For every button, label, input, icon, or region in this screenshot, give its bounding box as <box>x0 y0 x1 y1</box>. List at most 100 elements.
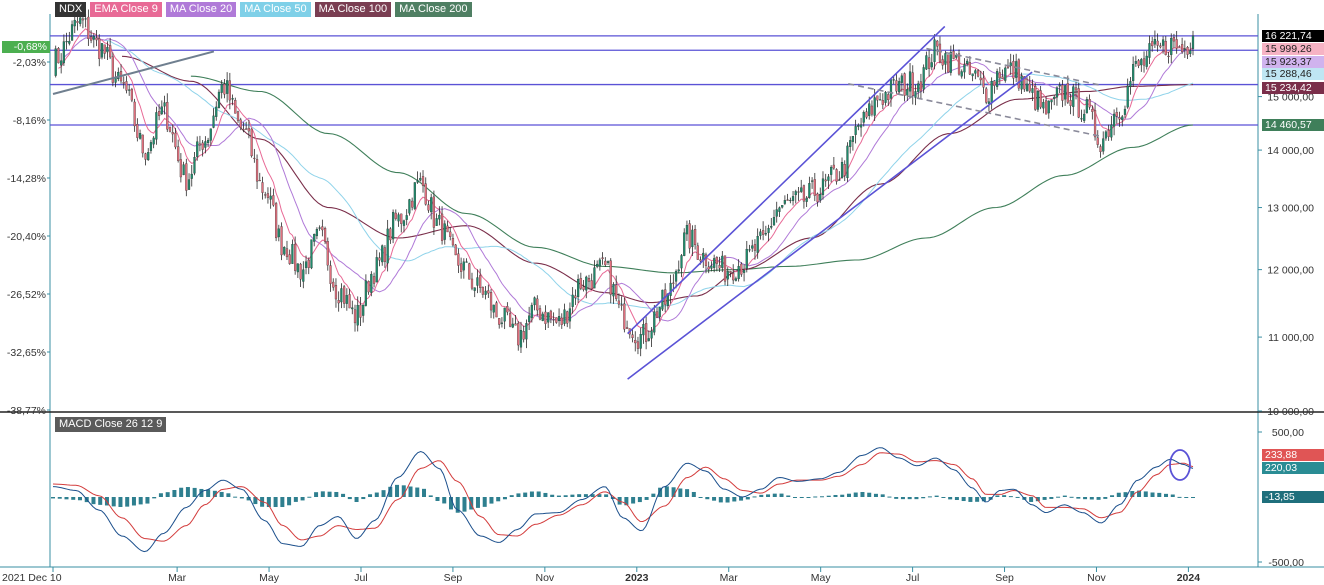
macd-histogram-bar <box>981 497 986 502</box>
candle-body <box>430 197 433 213</box>
candle-body <box>843 164 846 176</box>
macd-histogram-bar <box>691 491 696 497</box>
candle-body <box>345 295 348 304</box>
x-tick-label: Sep <box>995 572 1014 584</box>
candle-body <box>367 281 370 293</box>
candle-body <box>1148 43 1151 58</box>
candle-body <box>775 209 778 217</box>
candle-body <box>323 228 327 242</box>
macd-histogram-bar <box>192 487 197 497</box>
legend-ndx[interactable]: NDX <box>55 2 87 17</box>
legend-ma200[interactable]: MA Close 200 <box>395 2 472 17</box>
candle-body <box>468 263 471 280</box>
candle-body <box>1061 84 1064 101</box>
left-tick-label: -2,03% <box>13 57 46 69</box>
candle-body <box>672 282 675 284</box>
macd-histogram-bar <box>138 497 143 505</box>
candle-body <box>337 300 340 304</box>
candle-body <box>1159 45 1162 48</box>
price-tag: 15 923,37 <box>1262 55 1324 68</box>
candle-body <box>710 265 713 269</box>
legend-ma20[interactable]: MA Close 20 <box>165 2 237 17</box>
candle-body <box>645 323 648 342</box>
candle-body <box>206 139 210 144</box>
price-tag: 16 221,74 <box>1262 29 1324 42</box>
ma50-line <box>79 37 1194 309</box>
candle-body <box>182 164 185 176</box>
candle-body <box>604 260 607 266</box>
candle-body <box>1099 146 1102 153</box>
candle-body <box>1069 100 1072 106</box>
candle-body <box>971 73 974 77</box>
macd-histogram-bar <box>995 495 1000 497</box>
macd-histogram-bar <box>266 497 271 508</box>
candle-body <box>332 281 335 288</box>
macd-histogram-bar <box>954 497 959 501</box>
candle-body <box>1080 118 1083 120</box>
macd-histogram-bar <box>1123 492 1128 497</box>
macd-histogram-bar <box>1042 497 1047 500</box>
candle-body <box>726 271 729 280</box>
macd-histogram-bar <box>253 497 258 505</box>
candle-body <box>201 142 204 150</box>
candle-body <box>1064 85 1067 100</box>
macd-histogram-bar <box>125 497 130 507</box>
candle-body <box>563 309 566 324</box>
candle-body <box>514 323 517 326</box>
macd-legend[interactable]: MACD Close 26 12 9 <box>55 417 167 432</box>
macd-histogram-bar <box>651 493 656 497</box>
legend-ma100[interactable]: MA Close 100 <box>314 2 392 17</box>
candle-body <box>715 257 718 264</box>
macd-histogram-bar <box>1049 497 1054 499</box>
candle-body <box>457 253 460 266</box>
candle-body <box>898 81 901 93</box>
candle-body <box>786 199 789 201</box>
candle-body <box>846 145 849 179</box>
candle-body <box>500 322 504 324</box>
macd-histogram-bar <box>77 497 82 501</box>
candle-body <box>810 180 814 182</box>
legend-ma50[interactable]: MA Close 50 <box>240 2 311 17</box>
candle-body <box>381 245 384 263</box>
macd-histogram-bar <box>1103 497 1108 499</box>
candle-body <box>223 83 226 95</box>
candle-body <box>343 286 346 304</box>
candle-body <box>364 280 367 306</box>
legend-ema9[interactable]: EMA Close 9 <box>90 2 162 17</box>
right-tick-label: 12 000,00 <box>1267 265 1314 277</box>
candle-body <box>193 157 196 174</box>
percent-change-tag: -0,68% <box>2 41 50 53</box>
candle-body <box>489 292 493 311</box>
candle-body <box>1110 124 1113 138</box>
macd-histogram-bar <box>455 497 460 513</box>
candle-body <box>1132 64 1135 82</box>
macd-histogram-bar <box>442 497 447 504</box>
macd-histogram-bar <box>819 496 824 498</box>
macd-histogram-bar <box>793 497 798 498</box>
candle-body <box>1115 112 1118 117</box>
macd-histogram-bar <box>219 491 224 497</box>
candle-body <box>1161 39 1165 46</box>
candle-body <box>1009 62 1012 67</box>
candle-body <box>261 182 264 193</box>
macd-tick-label: 500,00 <box>1272 427 1304 439</box>
x-tick-label: Nov <box>536 572 555 584</box>
candle-body <box>288 254 291 264</box>
candle-body <box>487 290 490 294</box>
candle-body <box>625 327 629 329</box>
macd-histogram-bar <box>1164 493 1169 497</box>
candle-body <box>582 286 585 290</box>
macd-signal-line <box>52 452 1194 542</box>
macd-histogram-bar <box>894 497 899 499</box>
candle-body <box>778 207 781 212</box>
candle-body <box>506 306 509 313</box>
candle-body <box>294 243 297 271</box>
candle-body <box>957 53 961 75</box>
candle-body <box>413 182 416 209</box>
candle-body <box>579 278 582 289</box>
macd-histogram-bar <box>671 487 676 497</box>
candle-body <box>1015 61 1018 78</box>
candle-body <box>158 111 161 116</box>
candle-body <box>95 37 98 41</box>
